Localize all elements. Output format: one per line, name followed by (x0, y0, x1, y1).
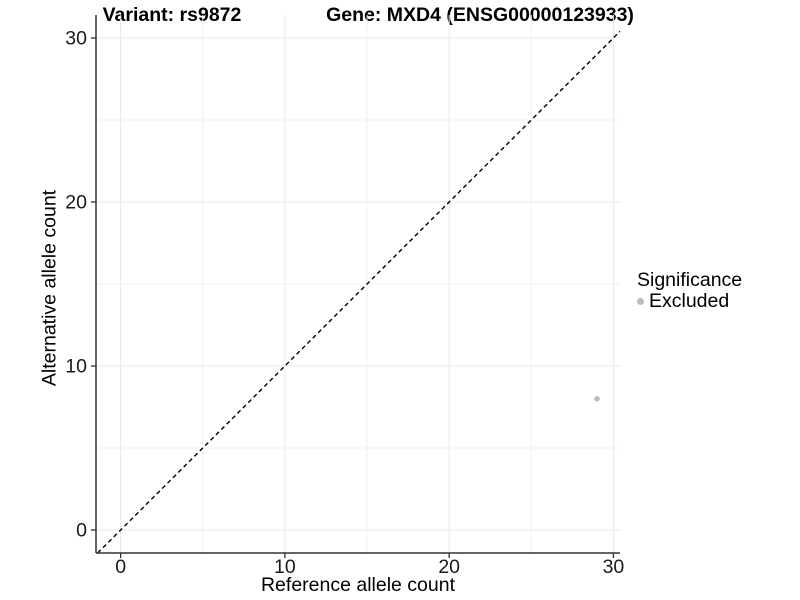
plot-title-gene: Gene: MXD4 (ENSG00000123933) (326, 4, 634, 26)
x-tick-label: 0 (115, 556, 126, 578)
y-tick-label: 30 (65, 27, 87, 49)
x-axis-title: Reference allele count (260, 574, 456, 596)
legend-point-icon (637, 298, 644, 305)
identity-line (97, 30, 621, 554)
legend: Significance Excluded (637, 270, 742, 312)
y-tick-label: 0 (76, 520, 87, 542)
x-tick-label: 20 (438, 556, 460, 578)
legend-item-excluded: Excluded (637, 291, 742, 312)
x-tick-label: 30 (603, 556, 625, 578)
y-tick-label: 20 (65, 191, 87, 213)
y-tick-label: 10 (65, 356, 87, 378)
legend-item-label: Excluded (649, 290, 730, 312)
data-point (594, 396, 600, 402)
plot-title-variant: Variant: rs9872 (102, 4, 242, 26)
x-tick-label: 10 (274, 556, 296, 578)
legend-title: Significance (637, 269, 743, 291)
